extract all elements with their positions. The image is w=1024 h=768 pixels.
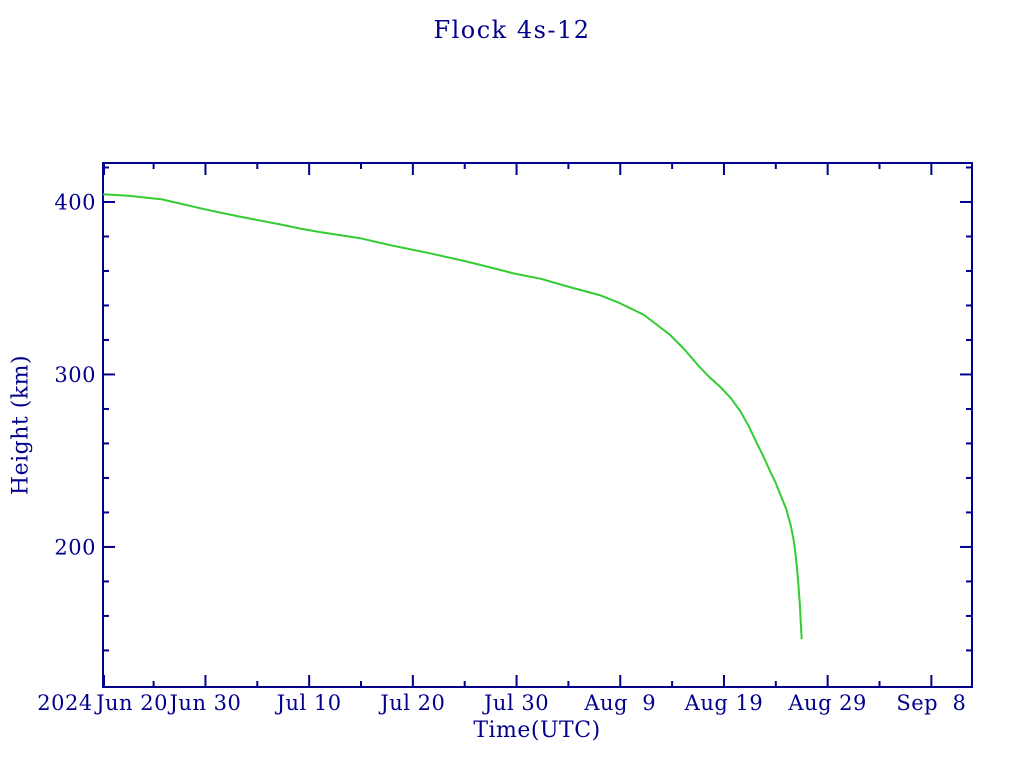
x-tick-label: Jun 20	[94, 691, 168, 715]
y-tick-label: 200	[54, 535, 96, 559]
x-tick-label: Sep 8	[896, 691, 966, 715]
x-axis-title: Time(UTC)	[473, 718, 601, 743]
y-tick-label: 400	[54, 190, 96, 214]
x-tick-label: Jul 30	[482, 691, 549, 715]
year-label: 2024	[37, 691, 92, 715]
x-tick-label: Jul 10	[275, 691, 342, 715]
x-tick-label: Aug 29	[787, 691, 867, 715]
x-tick-label: Jul 20	[378, 691, 445, 715]
x-tick-label: Jun 30	[168, 691, 242, 715]
y-tick-label: 300	[54, 363, 96, 387]
x-tick-label: Aug 9	[583, 691, 656, 715]
x-tick-label: Aug 19	[684, 691, 764, 715]
height-curve	[102, 193, 803, 640]
chart-title: Flock 4s-12	[433, 16, 591, 44]
y-axis-title: Height (km)	[8, 354, 34, 496]
plot-frame	[102, 162, 973, 688]
